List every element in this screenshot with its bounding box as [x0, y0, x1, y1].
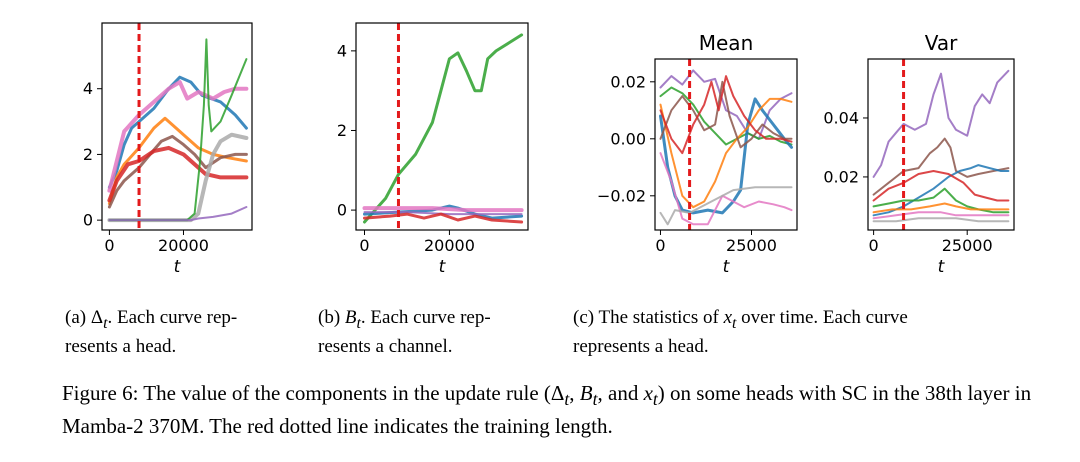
figure-caption-sub3: t [652, 389, 658, 410]
series-line-purple [363, 211, 523, 216]
series-line-purple [872, 69, 1010, 178]
x-tick-label: 0 [655, 236, 665, 255]
series-line-blue [107, 75, 248, 189]
figure-caption-sep2: , and [597, 381, 644, 405]
y-tick-label: 0.02 [610, 72, 646, 91]
series-line-red [659, 75, 793, 155]
series-line-pink [872, 211, 1010, 220]
subcaption-b-text: . Each curve rep- [360, 307, 491, 328]
figure-caption-sub1: t [564, 389, 570, 410]
subcaption-c-symbol: x [723, 307, 732, 328]
y-tick-label: 4 [337, 41, 347, 60]
axes-frame [654, 58, 798, 231]
y-tick-label: 0.02 [823, 167, 859, 186]
subcaption-a-text: . Each curve rep- [107, 307, 238, 328]
figure-caption-sub2: t [592, 389, 598, 410]
subcaption-c: (c) The statistics of xt over time. Each… [573, 306, 1053, 358]
subcaption-c-subscript: t [732, 314, 737, 332]
figure-caption-b: B [579, 381, 593, 405]
series-line-brown [659, 80, 793, 149]
series-line-brown [107, 134, 248, 209]
series-line-orange [872, 202, 1010, 214]
figure-caption-x: x [643, 381, 653, 405]
axes-frame [355, 22, 529, 231]
series-line-gray [659, 186, 793, 226]
y-tick-label: 4 [83, 79, 93, 98]
subcaption-c-text2: over time. Each curve [741, 307, 908, 328]
x-tick-label: 20000 [424, 236, 475, 255]
subcaption-a-prefix: (a) [65, 307, 87, 328]
y-tick-label: −0.02 [597, 186, 646, 205]
x-tick-label: 0 [359, 236, 369, 255]
subcaption-b-prefix: (b) [318, 307, 341, 328]
plot-area [659, 69, 793, 226]
x-axis-label: t [938, 257, 946, 277]
plot-area [872, 69, 1010, 223]
x-tick-label: 0 [104, 236, 114, 255]
series-line-purple [108, 206, 248, 222]
x-tick-label: 25000 [942, 236, 993, 255]
figure-caption-part1: Figure 6: The value of the components in… [62, 381, 551, 405]
subcaption-a: (a) Δt. Each curve rep- resents a head. [65, 306, 305, 358]
x-axis-label: t [439, 257, 447, 277]
axes-frame [101, 22, 253, 231]
subcaption-b-subscript: t [356, 314, 361, 332]
series-line-red [872, 170, 1010, 202]
subcaption-b: (b) Bt. Each curve rep- resents a channe… [318, 306, 568, 358]
subcaption-b-symbol: B [344, 307, 357, 328]
series-line-orange [659, 97, 793, 209]
panel-b: 0 20000 0 2 4 t [337, 22, 529, 277]
subcaption-c-line2: represents a head. [573, 335, 709, 357]
series-line-pink [362, 206, 524, 213]
y-tick-label: 0.00 [610, 129, 646, 148]
chart-title: Mean [699, 31, 754, 55]
panel-c-mean: 0 25000 −0.02 0.00 0.02 t Mean [597, 31, 798, 277]
axes-frame [867, 58, 1015, 231]
plot-area [362, 33, 524, 224]
series-line-pink [659, 152, 793, 226]
series-line-green [108, 38, 248, 222]
subcaption-a-subscript: t [103, 314, 108, 332]
plot-area [107, 38, 249, 223]
y-tick-label: 0 [83, 211, 93, 230]
chart-title: Var [925, 31, 958, 55]
panel-a: 0 20000 0 2 4 t [83, 22, 253, 277]
panel-c-var: 0 25000 0.02 0.04 t Var [823, 31, 1015, 277]
subcaption-a-symbol: Δ [90, 307, 104, 328]
series-line-orange [107, 116, 248, 206]
x-axis-label: t [723, 257, 731, 277]
x-tick-label: 25000 [726, 236, 777, 255]
series-line-red [363, 212, 524, 224]
y-tick-label: 2 [83, 145, 93, 164]
subcaption-c-text1: (c) The statistics of [573, 307, 719, 328]
series-line-green [363, 33, 524, 224]
figure-caption: Figure 6: The value of the components in… [62, 380, 1042, 440]
series-line-red [107, 145, 249, 203]
y-tick-label: 0 [337, 201, 347, 220]
y-tick-label: 0.04 [823, 108, 859, 127]
series-line-blue [872, 164, 1010, 217]
x-axis-label: t [174, 257, 182, 277]
figure-caption-sep1: , [569, 381, 580, 405]
figure-caption-part2: ) on some heads with SC in the 38th laye… [62, 381, 1032, 439]
x-tick-label: 0 [869, 236, 879, 255]
subcaption-b-line2: resents a channel. [318, 335, 453, 357]
series-line-pink [107, 80, 249, 193]
figure-plots: 0 20000 0 2 4 t 0 20000 0 2 4 t 0 25000 −0.02 0.00 0.0… [83, 22, 1015, 277]
series-line-green [659, 86, 793, 146]
series-line-blue [659, 97, 793, 215]
figure-caption-delta: Δ [550, 381, 565, 405]
x-tick-label: 20000 [158, 236, 209, 255]
series-line-purple [659, 69, 793, 140]
series-line-gray [872, 217, 1010, 223]
subcaption-a-line2: resents a head. [65, 335, 177, 357]
y-tick-label: 2 [337, 121, 347, 140]
